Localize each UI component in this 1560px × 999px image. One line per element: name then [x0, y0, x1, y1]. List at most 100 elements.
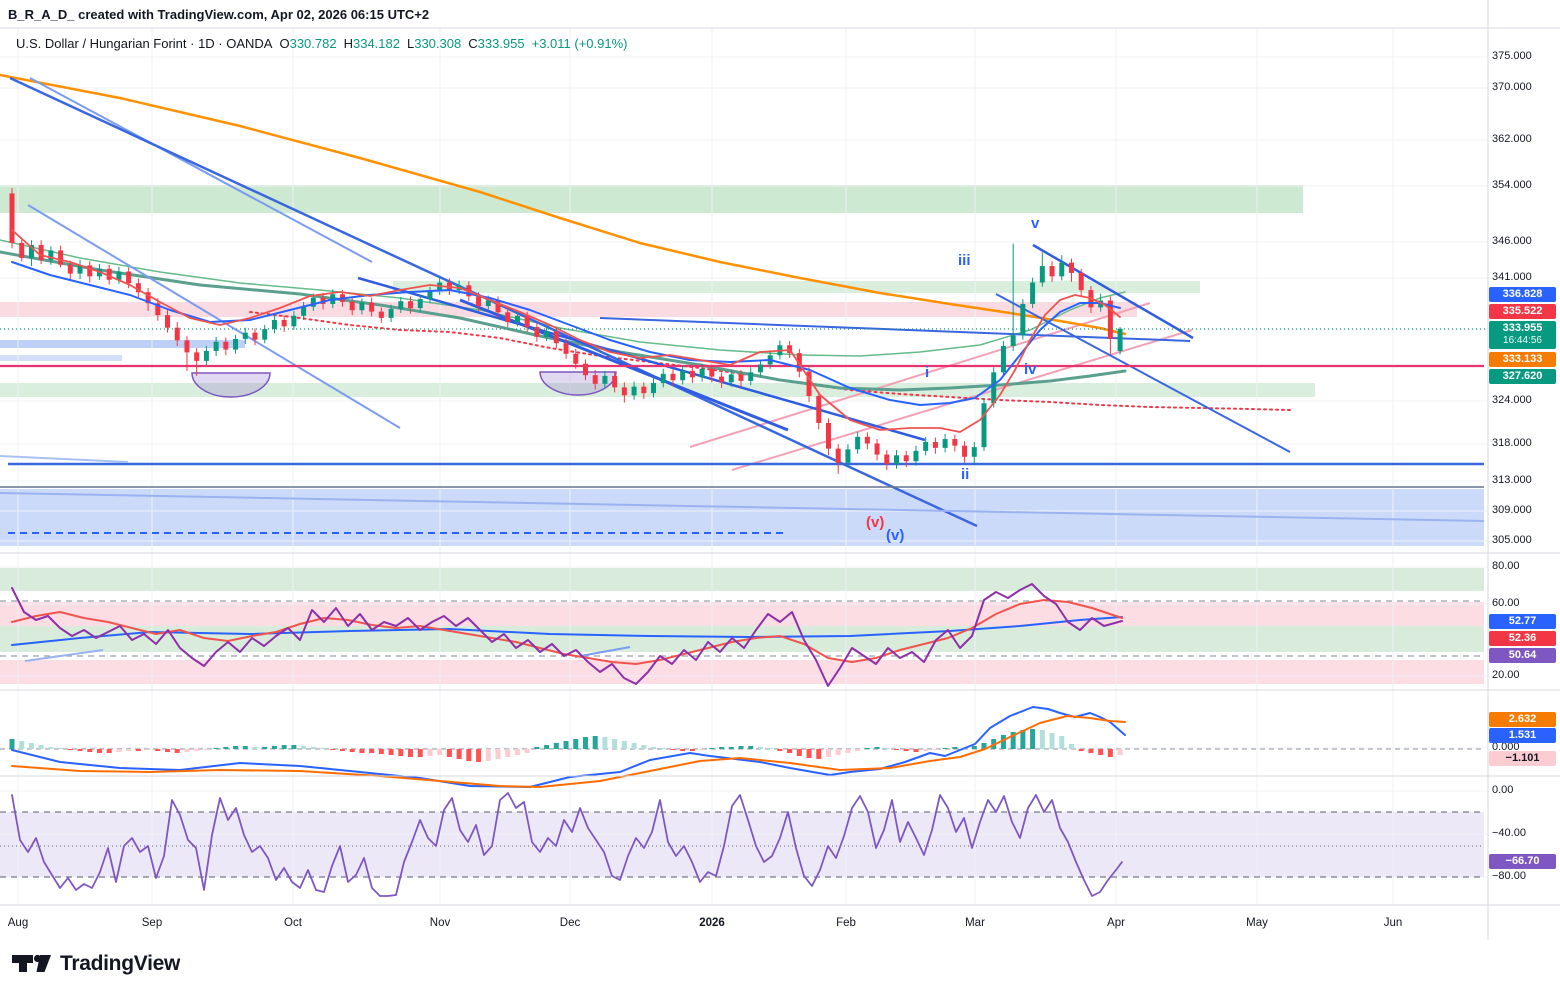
- candle: [1117, 327, 1123, 355]
- axis-tick-label: 60.00: [1492, 597, 1520, 609]
- macd-histogram-bar: [349, 749, 355, 752]
- candle: [194, 348, 200, 376]
- price-badge: 327.620: [1489, 369, 1556, 384]
- candle: [621, 382, 627, 403]
- axis-tick-label: 309.000: [1492, 504, 1532, 516]
- ohlc-key: H: [343, 36, 353, 51]
- macd-histogram-bar: [816, 749, 822, 759]
- trend-line[interactable]: [599, 317, 1191, 342]
- month-label[interactable]: Nov: [429, 917, 451, 929]
- month-label[interactable]: Sep: [141, 917, 163, 929]
- month-label[interactable]: May: [1246, 917, 1268, 929]
- tradingview-logo-icon: [12, 954, 51, 972]
- trend-line[interactable]: [0, 492, 1485, 522]
- month-label[interactable]: Mar: [965, 917, 985, 929]
- price-axis[interactable]: 375.000 370.000 362.000 354.000 346.000 341.0…: [1488, 0, 1560, 905]
- month-label[interactable]: Feb: [836, 917, 856, 929]
- elliott-wave-label[interactable]: iv: [1024, 361, 1037, 378]
- elliott-wave-label[interactable]: iii: [958, 252, 971, 269]
- macd-histogram-bar: [534, 747, 540, 749]
- macd-histogram-bar: [699, 749, 705, 750]
- candle: [145, 288, 151, 311]
- elliott-wave-label[interactable]: ii: [961, 466, 970, 483]
- macd-histogram-bar: [1039, 730, 1045, 749]
- price-badge: 52.36: [1489, 631, 1556, 646]
- macd-histogram-bar: [544, 745, 550, 749]
- elliott-wave-label[interactable]: i: [925, 364, 930, 381]
- macd-histogram-bar: [427, 749, 433, 756]
- candle: [408, 296, 414, 314]
- macd-histogram-bar: [106, 749, 112, 753]
- price-badge: −66.70: [1489, 854, 1556, 869]
- candle: [913, 445, 919, 466]
- macd-histogram-bar: [28, 743, 34, 749]
- candle: [855, 431, 861, 454]
- trend-line[interactable]: [995, 293, 1291, 453]
- symbol-name[interactable]: U.S. Dollar / Hungarian Forint · 1D · OA…: [16, 36, 273, 51]
- ohlc-key: C: [468, 36, 478, 51]
- month-label[interactable]: 2026: [699, 917, 725, 929]
- candle: [359, 298, 365, 315]
- month-label[interactable]: Apr: [1107, 917, 1125, 929]
- axis-tick-label: 341.000: [1492, 271, 1532, 283]
- macd-histogram-bar: [145, 749, 151, 750]
- candle: [1030, 277, 1036, 309]
- trend-line[interactable]: [0, 455, 129, 463]
- candle: [544, 326, 550, 342]
- elliott-wave-label[interactable]: v: [1031, 215, 1040, 232]
- trend-line[interactable]: [357, 276, 926, 442]
- price-zone-band: [393, 281, 1200, 293]
- symbol-legend[interactable]: U.S. Dollar / Hungarian Forint · 1D · OA…: [16, 36, 628, 51]
- macd-histogram-bar: [1030, 729, 1036, 749]
- macd-histogram-bar: [48, 747, 54, 749]
- month-label[interactable]: Aug: [7, 917, 29, 929]
- macd-histogram-bar: [806, 749, 812, 758]
- candle: [894, 450, 900, 469]
- elliott-wave-label[interactable]: (v): [866, 514, 885, 531]
- candle: [369, 297, 375, 317]
- rsi-trend-segment[interactable]: [24, 649, 104, 662]
- macd-histogram-bar: [748, 746, 754, 749]
- rsi-trend-segment[interactable]: [574, 646, 631, 658]
- candle: [582, 359, 588, 381]
- candle: [233, 334, 239, 354]
- macd-histogram-bar: [505, 749, 511, 757]
- trend-line[interactable]: [1032, 243, 1194, 340]
- price-badge: −1.101: [1489, 751, 1556, 766]
- time-axis[interactable]: Aug Sep Oct Nov Dec 2026 Feb Mar Apr May Jun: [0, 905, 1488, 940]
- month-label[interactable]: Jun: [1383, 917, 1403, 929]
- macd-histogram-bar: [1098, 749, 1104, 755]
- trend-line[interactable]: [29, 77, 373, 263]
- trend-line[interactable]: [27, 204, 401, 429]
- candle: [262, 324, 268, 344]
- candle: [534, 322, 540, 342]
- macd-histogram-bar: [242, 746, 248, 749]
- macd-histogram-bar: [942, 748, 948, 749]
- macd-histogram-bar: [398, 749, 404, 756]
- ohlc-value: 334.182: [352, 36, 400, 51]
- tradingview-logo[interactable]: TradingView: [12, 952, 180, 976]
- macd-histogram-bar: [262, 747, 268, 749]
- macd-histogram-bar: [524, 749, 530, 753]
- candle: [932, 437, 938, 454]
- macd-histogram-bar: [96, 749, 102, 753]
- candle: [378, 307, 384, 323]
- candle: [1020, 299, 1026, 340]
- macd-histogram-bar: [408, 749, 414, 757]
- candle: [252, 328, 258, 346]
- month-label[interactable]: Dec: [559, 917, 581, 929]
- macd-histogram-bar: [971, 746, 977, 749]
- candle: [816, 391, 822, 430]
- ohlc-value: 330.782: [289, 36, 337, 51]
- candle: [709, 364, 715, 383]
- arc-annotation[interactable]: [191, 372, 271, 398]
- candle: [106, 264, 112, 285]
- macd-histogram-bar: [514, 749, 520, 755]
- candle: [427, 286, 433, 304]
- month-label[interactable]: Oct: [284, 917, 302, 929]
- macd-signal-line: [11, 715, 1126, 788]
- candle: [602, 370, 608, 389]
- macd-histogram-bar: [757, 747, 763, 749]
- elliott-wave-label[interactable]: (v): [886, 527, 905, 544]
